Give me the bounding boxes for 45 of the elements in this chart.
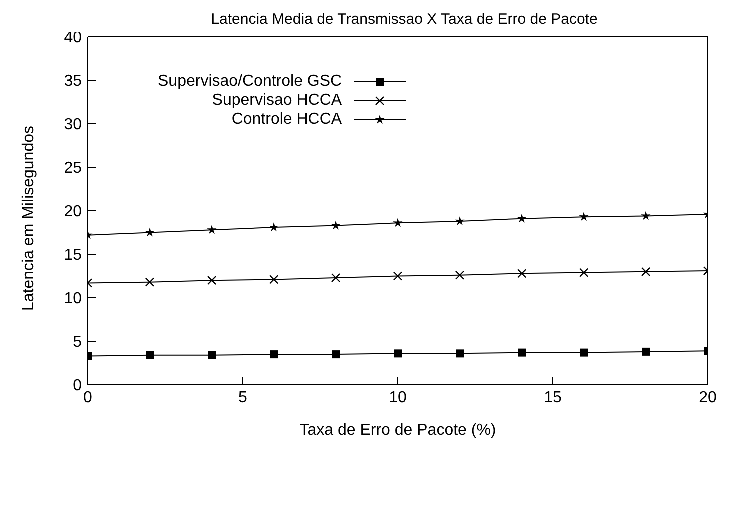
point — [269, 222, 279, 232]
point — [518, 348, 526, 357]
y-tick-label: 30 — [64, 116, 82, 134]
point — [517, 269, 527, 278]
point — [580, 348, 588, 357]
point — [579, 268, 589, 278]
point — [145, 278, 155, 287]
y-tick-label: 35 — [64, 73, 82, 90]
y-tick-label: 5 — [73, 334, 82, 352]
y-axis-title: Latencia em Milisegundos — [20, 126, 38, 311]
point — [145, 228, 155, 237]
point — [455, 216, 465, 226]
point — [270, 350, 278, 359]
x-tick-label: 20 — [699, 389, 717, 406]
y-tick-label: 20 — [64, 204, 82, 221]
y-tick-label: 10 — [64, 290, 82, 308]
point — [393, 218, 403, 228]
y-tick-label: 15 — [64, 247, 82, 264]
point — [332, 350, 340, 359]
chart-title: Latencia Media de Transmissao X Taxa de Erro de Pacote — [211, 11, 598, 28]
x-tick-label: 15 — [544, 389, 562, 406]
point — [269, 275, 279, 284]
x-tick-label: 10 — [389, 389, 407, 406]
point — [394, 350, 402, 358]
point — [641, 267, 651, 276]
legend-label: Supervisao/Controle GSC — [158, 72, 342, 91]
point — [455, 270, 465, 280]
y-tick-label: 25 — [64, 160, 82, 178]
x-tick-label: 5 — [238, 389, 248, 406]
legend-label: Controle HCCA — [232, 110, 342, 129]
point — [393, 272, 403, 281]
point — [517, 214, 527, 223]
point — [456, 350, 464, 358]
x-axis-title: Taxa de Erro de Pacote (%) — [300, 422, 496, 439]
point — [207, 225, 217, 234]
point — [207, 276, 217, 286]
legend-label: Supervisao HCCA — [212, 91, 342, 110]
point — [642, 348, 650, 356]
point — [579, 212, 589, 222]
point — [146, 351, 154, 360]
y-tick-label: 0 — [73, 378, 82, 395]
point — [641, 211, 651, 220]
point — [208, 351, 216, 360]
point — [331, 220, 341, 230]
point — [331, 273, 341, 283]
